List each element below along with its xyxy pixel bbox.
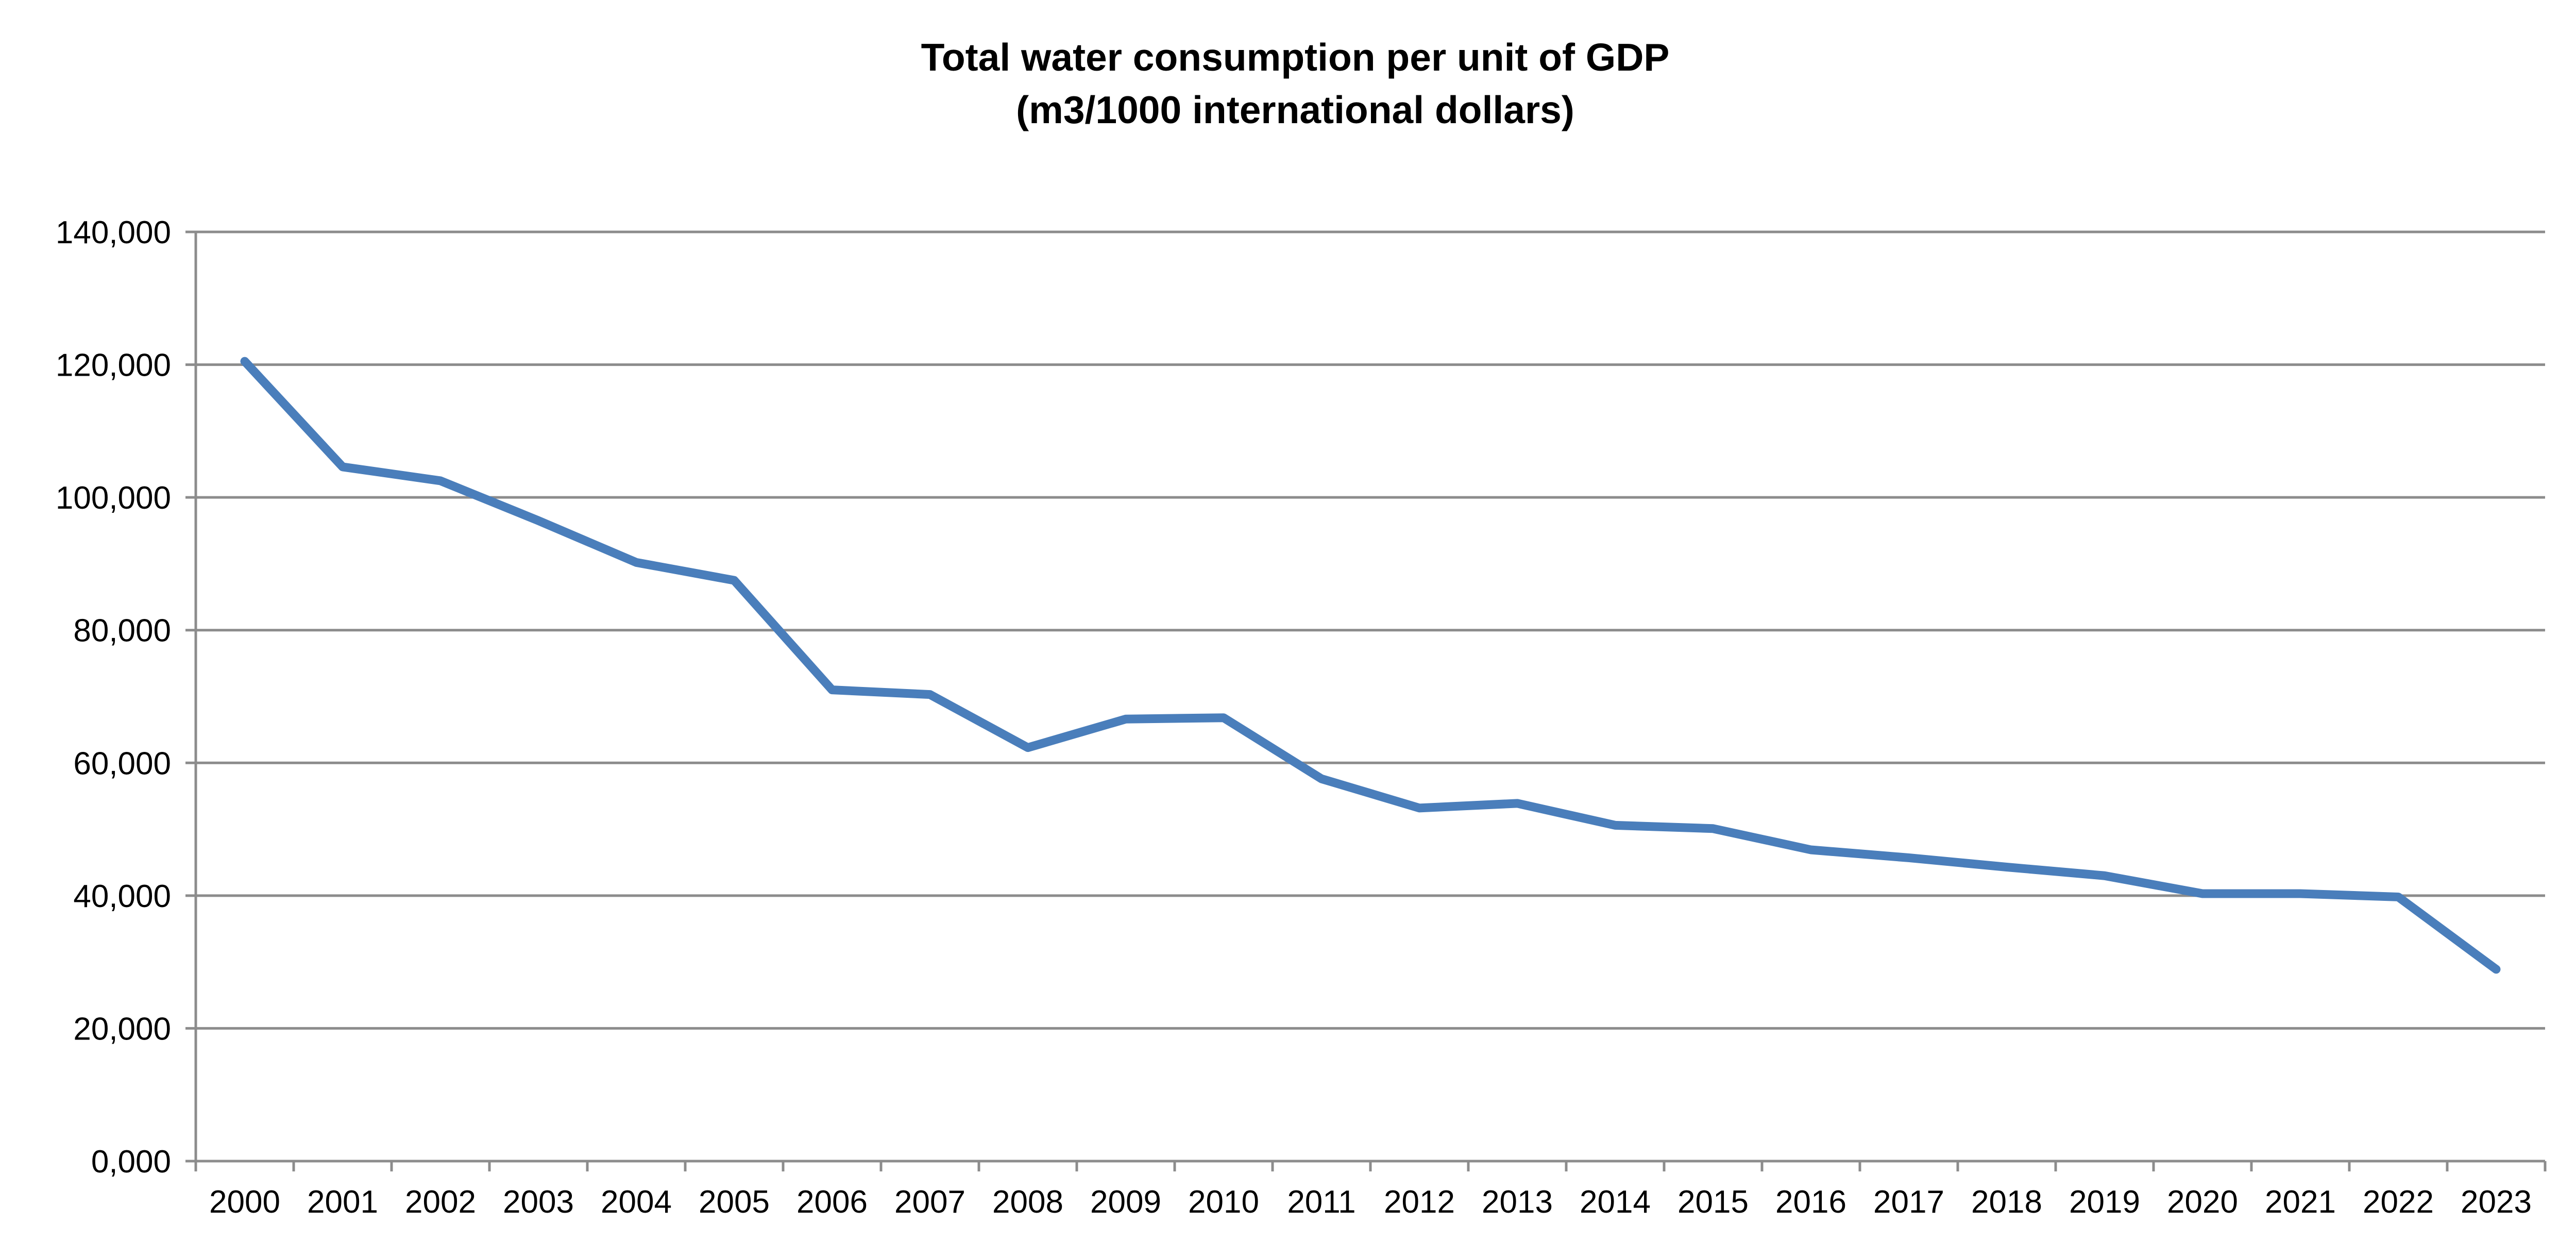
y-tick-label: 120,000: [56, 348, 171, 383]
y-tick-label: 140,000: [56, 215, 171, 250]
y-tick-label: 20,000: [73, 1011, 171, 1047]
x-tick-label: 2009: [1090, 1184, 1161, 1220]
axes: [185, 230, 2547, 1171]
y-tick-label: 80,000: [73, 613, 171, 649]
x-tick-label: 2003: [503, 1184, 574, 1220]
series-line: [240, 357, 2501, 974]
x-tick-label: 2023: [2461, 1184, 2532, 1220]
x-tick-label: 2007: [894, 1184, 965, 1220]
x-tick-label: 2021: [2265, 1184, 2336, 1220]
x-tick-label: 2006: [796, 1184, 868, 1220]
chart-subtitle: (m3/1000 international dollars): [1016, 88, 1574, 131]
y-tick-label: 0,000: [91, 1144, 171, 1180]
series-layer: [240, 357, 2501, 974]
x-tick-label: 2012: [1384, 1184, 1455, 1220]
gridlines: [196, 230, 2545, 1030]
x-tick-label: 2013: [1482, 1184, 1553, 1220]
x-tick-label: 2017: [1873, 1184, 1944, 1220]
x-tick-label: 2018: [1971, 1184, 2042, 1220]
x-tick-label: 2019: [2069, 1184, 2140, 1220]
x-tick-label: 2011: [1287, 1184, 1355, 1220]
x-tick-label: 2015: [1677, 1184, 1749, 1220]
x-tick-label: 2010: [1188, 1184, 1259, 1220]
x-tick-label: 2008: [992, 1184, 1063, 1220]
x-tick-label: 2022: [2363, 1184, 2434, 1220]
x-tick-label: 2004: [601, 1184, 672, 1220]
x-tick-label: 2001: [307, 1184, 378, 1220]
x-tick-label: 2020: [2167, 1184, 2238, 1220]
x-tick-label: 2000: [209, 1184, 280, 1220]
x-tick-label: 2005: [699, 1184, 770, 1220]
chart-title-block: Total water consumption per unit of GDP …: [0, 31, 2576, 136]
x-tick-labels: 2000 2001 2002 2003 2004 2005 2006 2007 2008 2009…: [209, 1184, 2532, 1220]
x-tick-label: 2002: [405, 1184, 476, 1220]
chart-title: Total water consumption per unit of GDP: [921, 36, 1670, 79]
x-tick-label: 2014: [1580, 1184, 1651, 1220]
y-tick-label: 100,000: [56, 480, 171, 516]
y-tick-labels: 0,000 20,000 40,000 60,000 80,000 100,000 120,…: [56, 215, 171, 1180]
y-tick-label: 40,000: [73, 879, 171, 914]
x-tick-label: 2016: [1775, 1184, 1846, 1220]
y-tick-label: 60,000: [73, 746, 171, 781]
